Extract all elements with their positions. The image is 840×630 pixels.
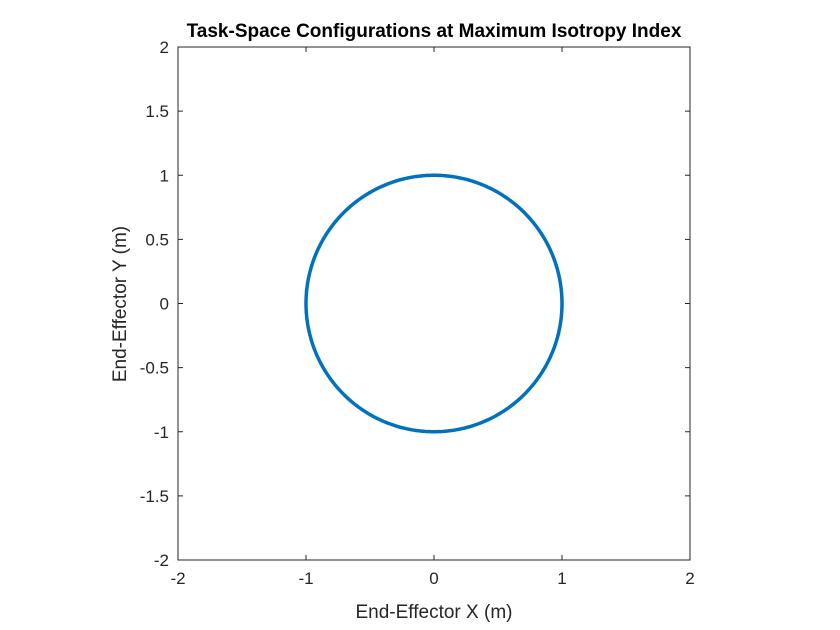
y-tick-label: 1	[160, 166, 169, 185]
series-circle-line	[304, 173, 564, 434]
x-tick-label: 2	[685, 569, 694, 588]
y-tick-label: 2	[160, 38, 169, 57]
y-tick-label: 1.5	[145, 102, 169, 121]
y-tick-label: -0.5	[140, 359, 169, 378]
y-tick-label: -1.5	[140, 487, 169, 506]
y-tick-label: 0	[160, 295, 169, 314]
x-tick-label: -2	[170, 569, 185, 588]
x-tick-label: -1	[298, 569, 313, 588]
chart-title: Task-Space Configurations at Maximum Iso…	[187, 21, 682, 42]
y-tick-label: -2	[154, 551, 169, 570]
axes-background	[178, 47, 690, 560]
x-axis-label: End-Effector X (m)	[356, 602, 513, 623]
data-layer	[304, 173, 564, 434]
x-tick-label: 1	[557, 569, 566, 588]
y-ticks: -2 -1.5 -1 -0.5 0 0.5 1 1.5 2	[140, 38, 690, 570]
x-tick-label: 0	[429, 569, 438, 588]
y-tick-label: -1	[154, 423, 169, 442]
x-ticks: -2 -1 0 1 2	[170, 47, 695, 588]
y-tick-label: 0.5	[145, 230, 169, 249]
y-axis-label: End-Effector Y (m)	[110, 226, 131, 382]
plot-area: -2 -1 0 1 2 -2 -1.5 -1 -0.5 0 0.5 1 1.5 2	[140, 38, 695, 588]
